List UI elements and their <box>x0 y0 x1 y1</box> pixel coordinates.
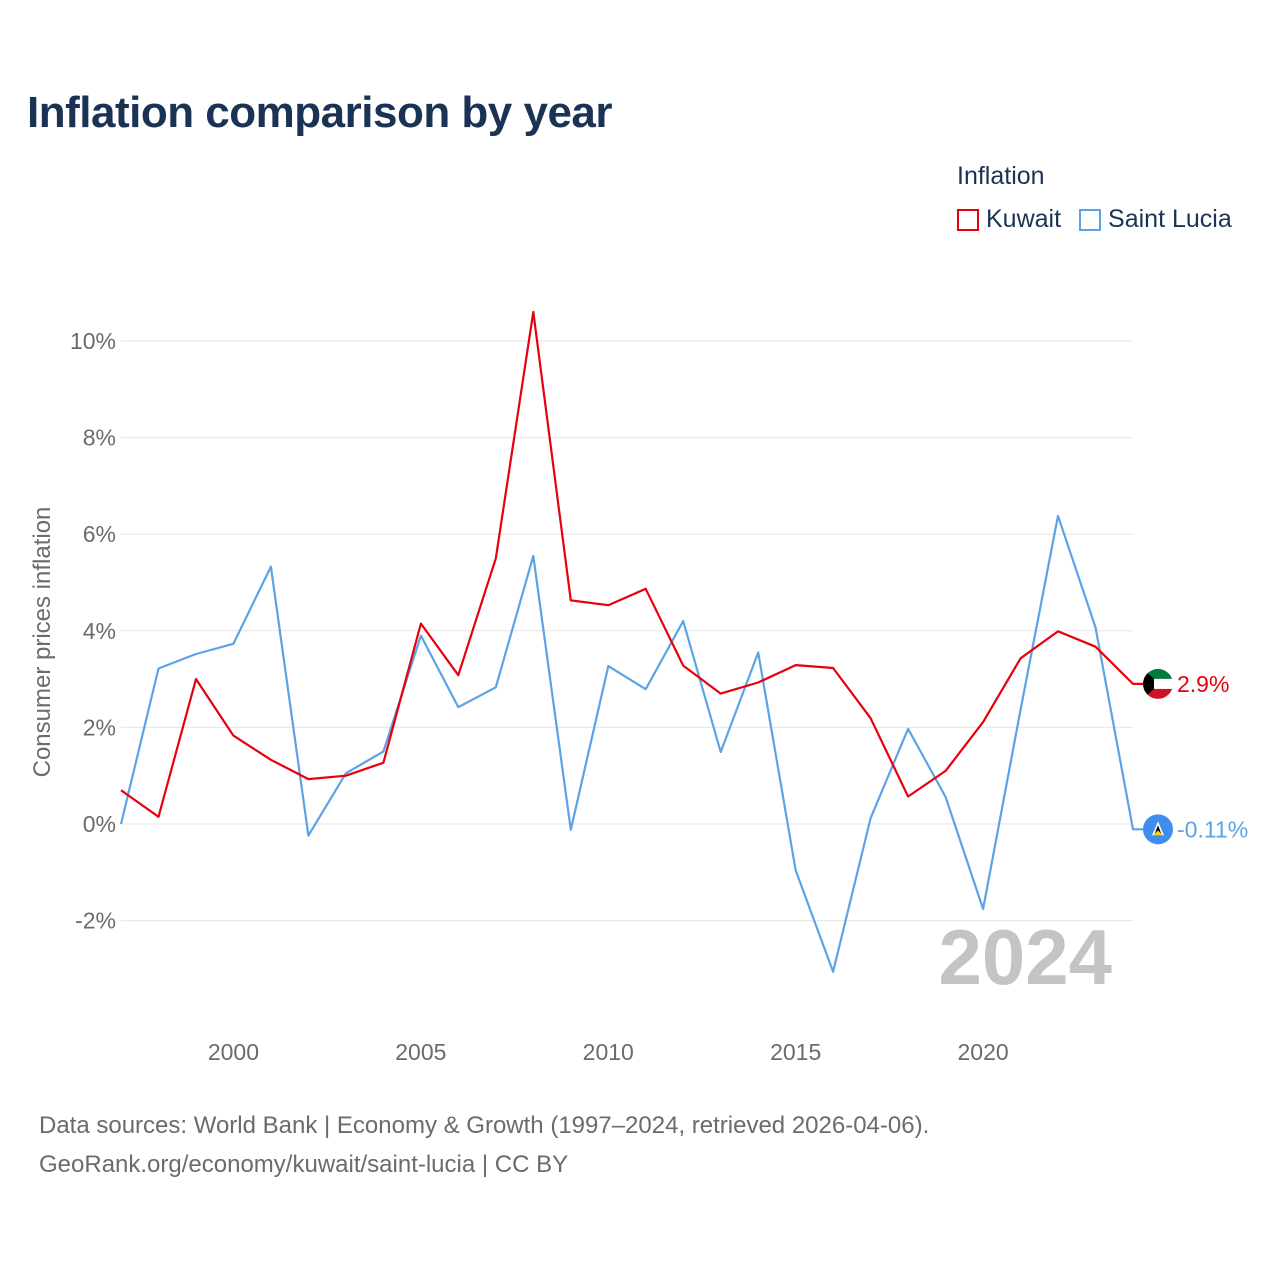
y-tick-label: -2% <box>75 908 116 934</box>
x-axis-ticks: 2000 2005 2010 2015 2020 <box>208 1039 1009 1065</box>
kuwait-flag-icon <box>1143 668 1173 699</box>
x-tick-label: 2005 <box>395 1039 446 1065</box>
y-tick-label: 10% <box>70 328 116 354</box>
legend-item-saint-lucia[interactable]: Saint Lucia <box>1079 205 1232 234</box>
x-tick-label: 2000 <box>208 1039 259 1065</box>
x-tick-label: 2015 <box>770 1039 821 1065</box>
line-chart: -2% 0% 2% 4% 6% 8% 10% 2000 2005 2010 2015 2020 Co… <box>29 310 1248 1065</box>
legend-swatch-kuwait <box>957 208 979 231</box>
y-tick-label: 8% <box>83 425 116 451</box>
end-value-label: 2.9% <box>1177 671 1229 697</box>
legend-title: Inflation <box>957 162 1045 190</box>
footer-link[interactable]: GeoRank.org/economy/kuwait/saint-lucia |… <box>39 1151 569 1178</box>
y-tick-label: 6% <box>83 521 116 547</box>
gridlines <box>121 340 1133 922</box>
saint-lucia-flag-icon <box>1143 814 1173 845</box>
series-lines <box>119 310 1145 973</box>
year-watermark: 2024 <box>938 913 1112 1001</box>
series-line-kuwait[interactable] <box>120 310 1145 818</box>
y-axis-label: Consumer prices inflation <box>29 507 56 778</box>
x-tick-label: 2020 <box>957 1039 1008 1065</box>
y-tick-label: 4% <box>83 618 116 644</box>
x-tick-label: 2010 <box>583 1039 634 1065</box>
y-axis-ticks: -2% 0% 2% 4% 6% 8% 10% <box>70 328 116 934</box>
legend: Kuwait Saint Lucia <box>957 205 1250 234</box>
chart-title: Inflation comparison by year <box>27 88 613 137</box>
y-tick-label: 2% <box>83 714 116 740</box>
series-line-saint-lucia[interactable] <box>119 514 1145 973</box>
y-tick-label: 0% <box>83 811 116 837</box>
end-markers: 2.9% -0.11% <box>1143 668 1248 845</box>
legend-item-kuwait[interactable]: Kuwait <box>957 205 1061 234</box>
legend-swatch-saint-lucia <box>1079 208 1102 231</box>
legend-label-saint-lucia: Saint Lucia <box>1108 205 1232 233</box>
legend-label-kuwait: Kuwait <box>986 205 1062 233</box>
footer-sources: Data sources: World Bank | Economy & Gro… <box>39 1112 930 1139</box>
end-value-label: -0.11% <box>1177 816 1248 842</box>
footer: Data sources: World Bank | Economy & Gro… <box>39 1106 929 1184</box>
